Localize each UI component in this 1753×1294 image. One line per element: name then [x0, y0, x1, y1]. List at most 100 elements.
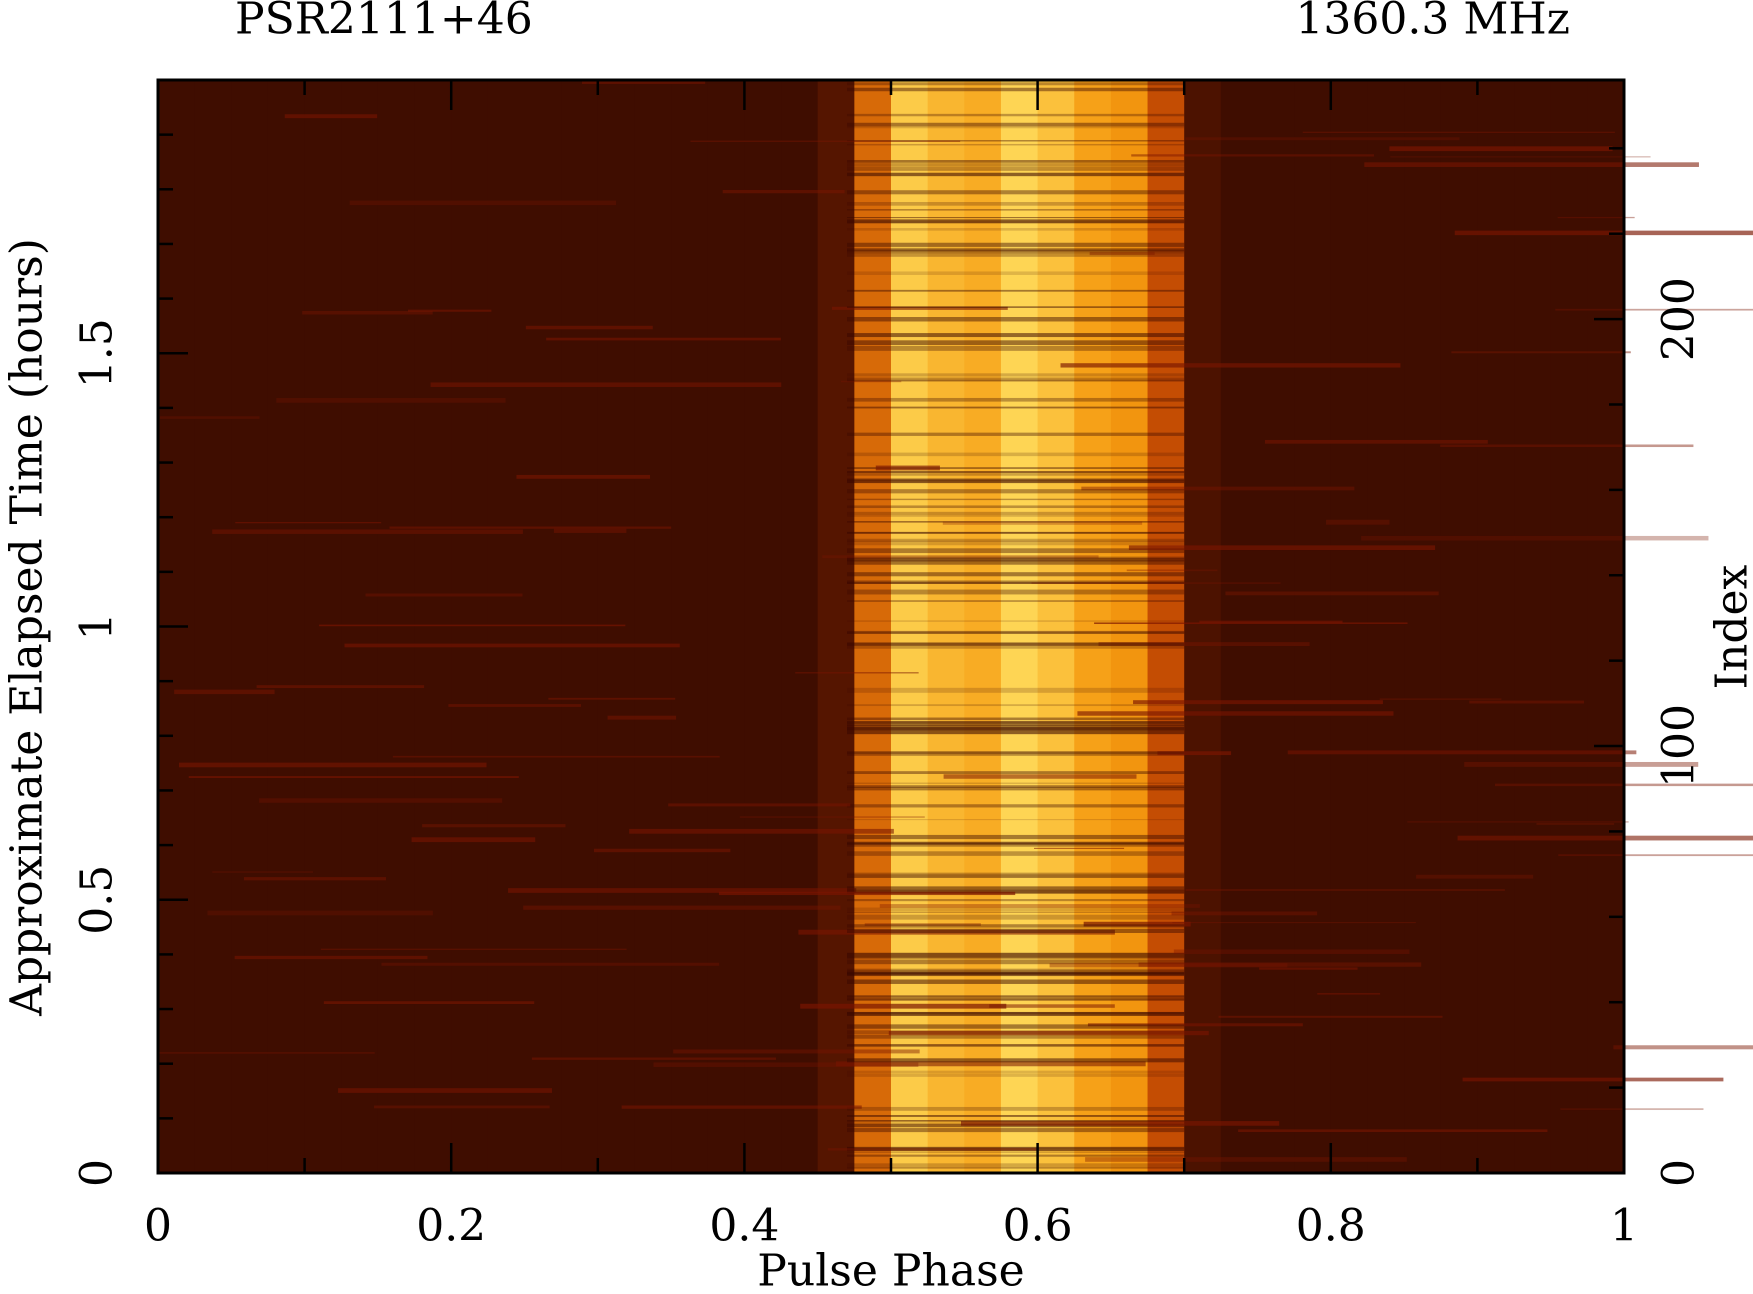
y-tick-label: 1.5: [72, 318, 123, 388]
chart-subtitle: 1360.3 MHz: [1295, 0, 1570, 45]
heat-cell: [1550, 80, 1588, 1173]
noise-streak: [847, 642, 1185, 647]
noise-streak: [847, 998, 1185, 1001]
noise-streak: [847, 889, 1185, 894]
noise-streak: [847, 432, 1185, 436]
y2-tick-label: 200: [1654, 277, 1705, 361]
noise-streak: [847, 489, 1185, 494]
heat-cell: [267, 80, 306, 1173]
heat-cell: [597, 80, 635, 1173]
heat-cell: [781, 80, 819, 1173]
x-axis-label: Pulse Phase: [757, 1246, 1024, 1294]
noise-streak: [1361, 535, 1709, 541]
noise-streak: [673, 1049, 920, 1054]
noise-streak: [739, 816, 925, 818]
noise-streak: [847, 704, 1185, 707]
noise-streak: [847, 724, 1185, 730]
heat-cell: [927, 80, 965, 1173]
y2-tick-label: 0: [1654, 1159, 1705, 1187]
noise-streak: [847, 995, 1185, 997]
noise-streak: [1083, 921, 1191, 927]
noise-streak: [235, 522, 382, 524]
noise-streak: [847, 751, 1185, 756]
noise-streak: [847, 1115, 1185, 1117]
noise-streak: [847, 842, 1185, 847]
noise-streak: [847, 786, 1185, 791]
noise-streak: [847, 914, 1185, 920]
noise-streak: [822, 555, 1099, 559]
noise-streak: [847, 1147, 1185, 1152]
noise-streak: [847, 166, 1185, 170]
noise-streak: [847, 630, 1185, 634]
noise-streak: [847, 474, 1185, 476]
heat-cell: [414, 80, 452, 1173]
heat-cell: [964, 80, 1002, 1173]
noise-streak: [847, 82, 1185, 86]
noise-streak: [284, 114, 378, 119]
noise-streak: [847, 953, 1185, 958]
heat-cell: [304, 80, 342, 1173]
heat-cell: [1294, 80, 1332, 1173]
noise-streak: [1185, 889, 1505, 891]
noise-streak: [847, 548, 1185, 554]
heat-cell: [817, 80, 855, 1173]
noise-streak: [1560, 1108, 1704, 1111]
noise-streak: [847, 834, 1185, 840]
x-tick-label: 0: [144, 1201, 172, 1252]
noise-streak: [847, 540, 1185, 546]
noise-streak: [847, 1146, 1185, 1150]
heat-cell: [1000, 80, 1039, 1173]
noise-streak: [847, 874, 1185, 878]
noise-streak: [847, 521, 1185, 523]
heat-cell: [1220, 80, 1258, 1173]
heat-cell: [1404, 80, 1442, 1173]
noise-streak: [1558, 854, 1753, 857]
noise-streak: [847, 911, 1185, 913]
noise-streak: [847, 248, 1185, 254]
noise-streak: [407, 309, 492, 312]
noise-streak: [668, 803, 851, 807]
noise-streak: [847, 841, 1185, 845]
noise-streak: [827, 1148, 1038, 1151]
noise-streak: [847, 471, 1185, 474]
noise-streak: [847, 1058, 1185, 1063]
noise-streak: [158, 1052, 375, 1054]
noise-streak: [847, 600, 1185, 602]
noise-streak: [1364, 162, 1699, 167]
noise-streak: [847, 727, 1185, 731]
noise-streak: [1031, 582, 1281, 584]
noise-streak: [629, 828, 894, 834]
noise-streak: [847, 160, 1185, 163]
noise-streak: [847, 163, 1185, 167]
heat-cell: [1110, 80, 1149, 1173]
heat-cell: [1514, 80, 1552, 1173]
y-axis-label: Approximate Elapsed Time (hours): [2, 238, 53, 1017]
noise-streak: [847, 209, 1185, 211]
noise-streak: [847, 479, 1185, 484]
noise-streak: [349, 200, 617, 206]
x-tick-label: 1: [1610, 1201, 1638, 1252]
noise-streak: [847, 572, 1185, 577]
noise-streak: [847, 589, 1185, 595]
noise-streak: [1087, 1023, 1303, 1027]
noise-streak: [831, 306, 1008, 310]
noise-streak: [847, 556, 1185, 561]
noise-streak: [1440, 444, 1694, 448]
heat-cell: [487, 80, 525, 1173]
noise-streak: [1094, 622, 1408, 625]
noise-streak: [847, 373, 1185, 377]
noise-streak: [847, 729, 1185, 735]
noise-streak: [234, 955, 428, 960]
noise-streak: [847, 377, 1185, 382]
noise-streak: [847, 538, 1185, 542]
noise-streak: [1407, 821, 1629, 823]
noise-streak: [546, 337, 781, 341]
x-tick-label: 0.4: [709, 1201, 779, 1252]
noise-streak: [847, 1120, 1185, 1122]
noise-streak: [847, 452, 1185, 457]
noise-streak: [1060, 363, 1401, 368]
noise-streak: [653, 1062, 919, 1067]
noise-streak: [448, 704, 581, 707]
heat-cell: [1587, 80, 1625, 1173]
